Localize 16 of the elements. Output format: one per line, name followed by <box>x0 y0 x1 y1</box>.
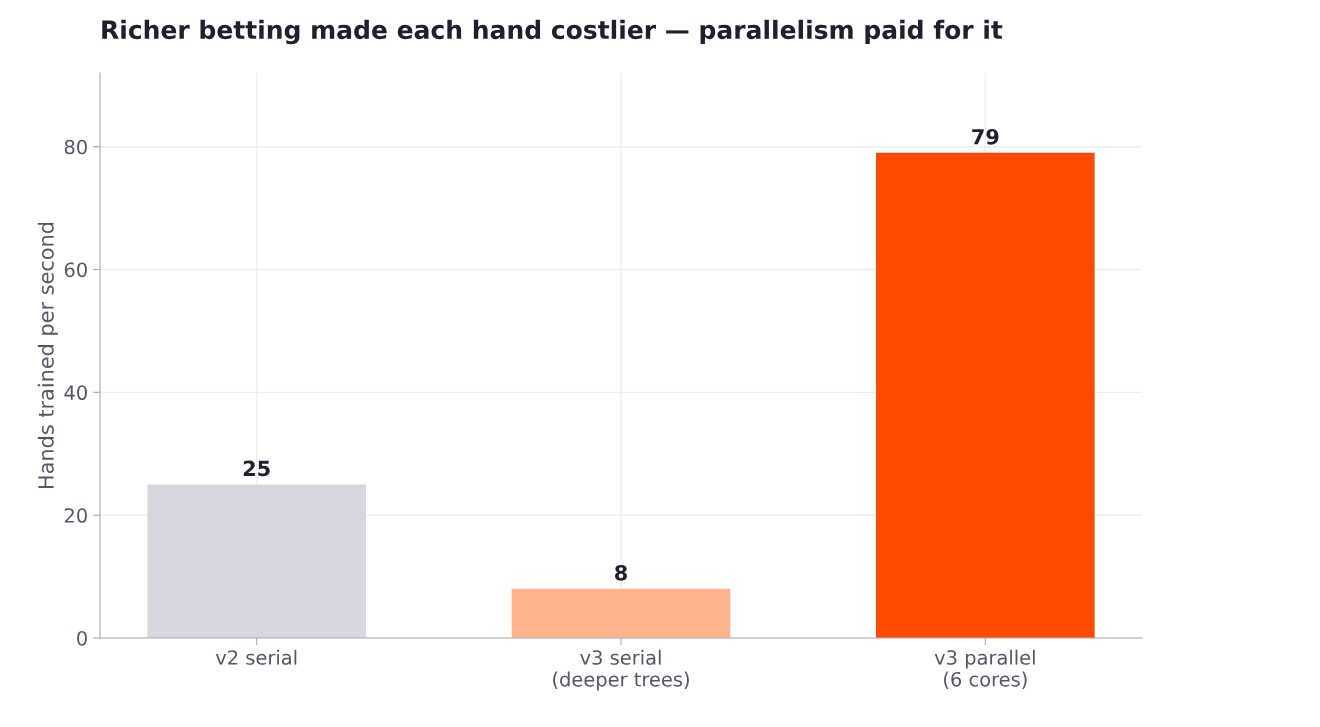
bar <box>147 484 366 638</box>
x-tick-label: v2 serial <box>215 649 297 665</box>
bar <box>511 588 731 638</box>
y-axis-title: Hands trained per second <box>37 222 58 488</box>
data-label: 25 <box>243 460 270 477</box>
chart-title: Richer betting made each hand costlier — parallelism paid for it <box>102 19 1003 45</box>
bar <box>876 152 1095 638</box>
y-tick-label: 80 <box>64 139 87 155</box>
y-tick-label: 20 <box>64 508 87 523</box>
x-tick-label: v3 parallel (6 cores) <box>934 649 1035 689</box>
data-label: 79 <box>972 128 999 145</box>
y-tick-label: 0 <box>77 630 87 646</box>
y-tick-label: 40 <box>64 385 87 401</box>
x-tick-label: v3 serial (deeper trees) <box>553 649 689 691</box>
data-label: 8 <box>615 564 627 581</box>
y-tick-label: 60 <box>64 262 87 278</box>
